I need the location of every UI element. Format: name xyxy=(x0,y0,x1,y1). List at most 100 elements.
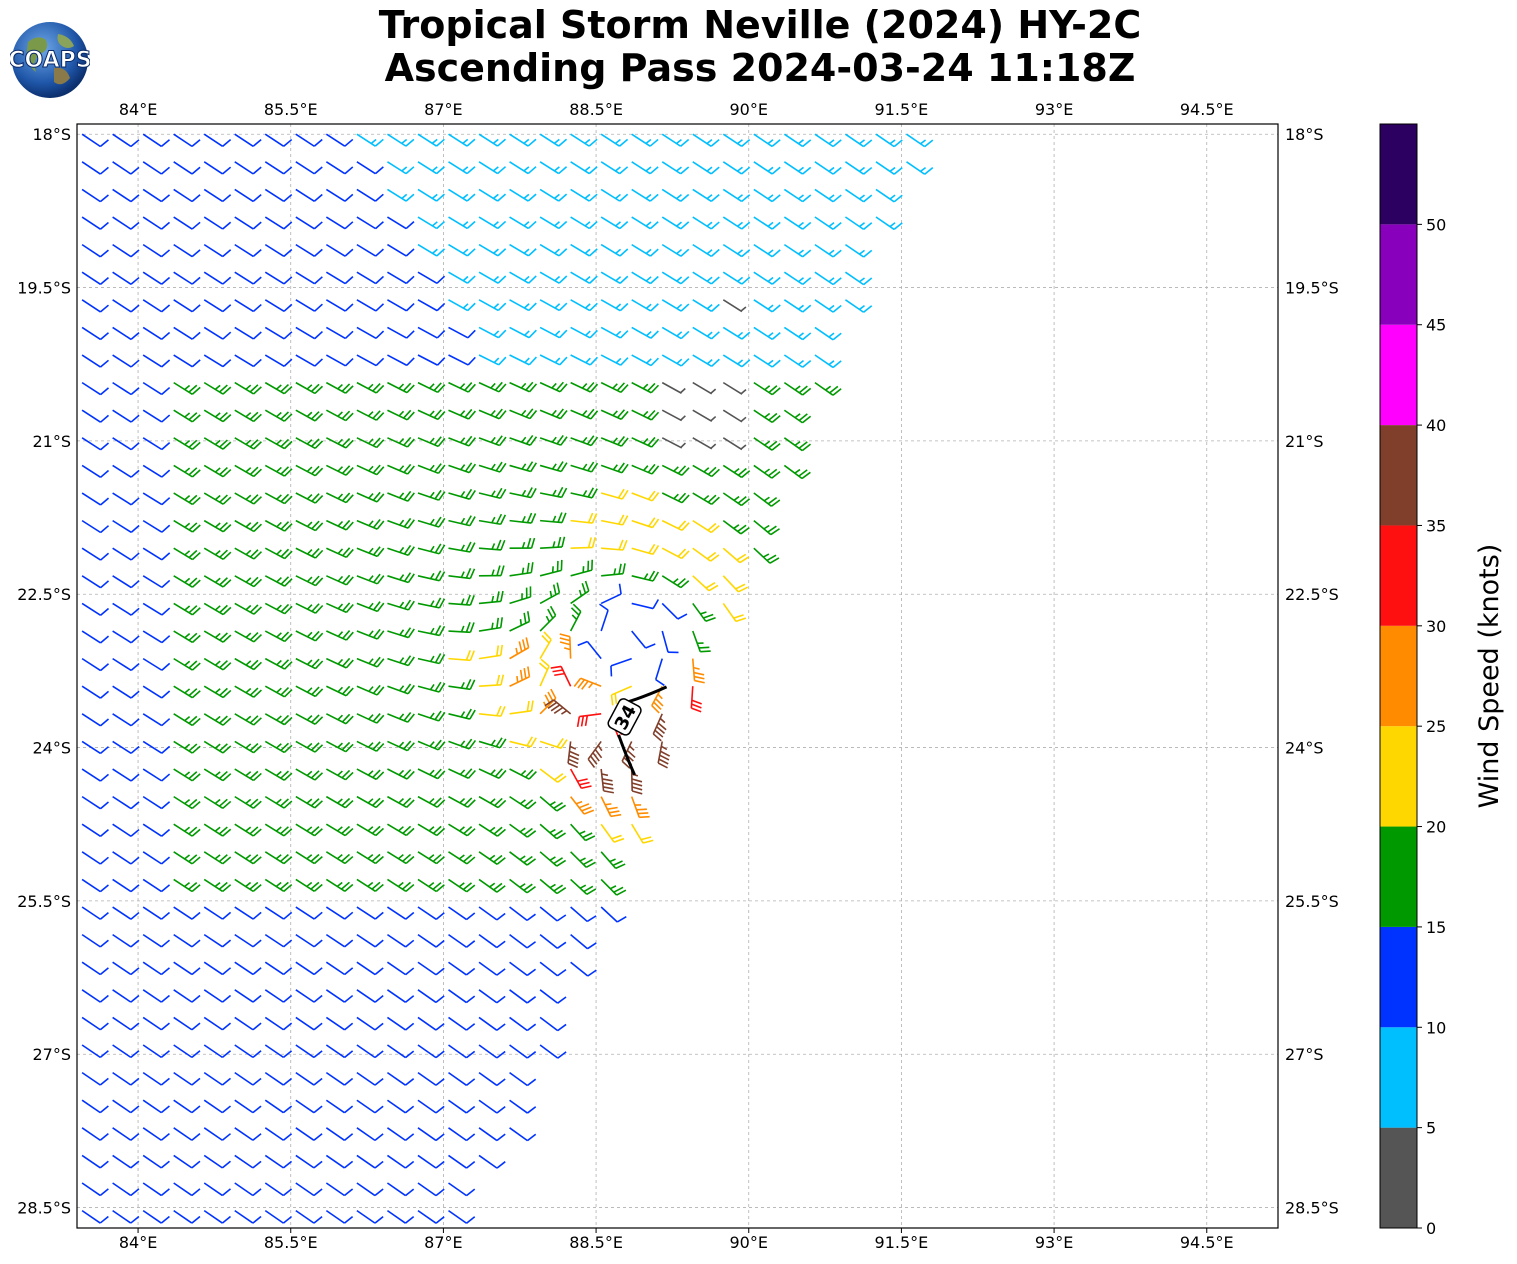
wind-barb-full xyxy=(404,1133,415,1142)
wind-barb-half xyxy=(245,881,252,888)
wind-barb xyxy=(692,409,717,422)
wind-barb-full xyxy=(221,1160,232,1169)
wind-barb-shaft xyxy=(539,933,558,949)
wind-barb-full xyxy=(191,745,201,754)
wind-barb-full xyxy=(469,516,476,527)
wind-barb xyxy=(203,823,232,837)
wind-barb-full xyxy=(252,1133,262,1141)
wind-barb xyxy=(81,768,110,782)
wind-barb-shaft xyxy=(386,933,407,948)
wind-barb-full xyxy=(526,537,532,549)
wind-barb-half xyxy=(401,138,408,145)
wind-barb-full xyxy=(345,494,354,504)
wind-barb-shaft xyxy=(386,1099,406,1114)
wind-barb-full xyxy=(405,967,415,976)
wind-barb-full xyxy=(130,635,140,644)
wind-barb-shaft xyxy=(783,133,804,148)
wind-barb-full xyxy=(342,547,351,557)
wind-barb-half xyxy=(659,717,666,724)
wind-barb-full xyxy=(161,773,171,782)
wind-barb xyxy=(539,461,568,473)
wind-barb-half xyxy=(367,881,374,888)
wind-barb-full xyxy=(280,438,290,448)
wind-barb xyxy=(81,271,109,286)
wind-barb-half xyxy=(889,166,896,173)
wind-barb-full xyxy=(191,634,201,643)
wind-barb xyxy=(417,161,445,175)
wind-barb-full xyxy=(435,1133,445,1142)
wind-barb xyxy=(173,1127,201,1141)
wind-barb-shaft xyxy=(448,216,468,230)
wind-barb-full xyxy=(253,523,263,532)
wind-barb-half xyxy=(549,590,553,598)
wind-barb-shaft xyxy=(81,519,102,534)
colorbar-tick-label: 5 xyxy=(1426,1119,1436,1138)
wind-barb-full xyxy=(253,386,262,395)
wind-barb-shaft xyxy=(448,299,469,312)
wind-barb-full xyxy=(615,863,626,870)
wind-barb xyxy=(509,586,532,605)
wind-barb-shaft xyxy=(142,519,163,533)
wind-barb-full xyxy=(376,493,385,503)
wind-barb-half xyxy=(184,605,191,611)
wind-barb xyxy=(386,1044,415,1059)
wind-barb-shaft xyxy=(264,243,285,258)
wind-barb-shaft xyxy=(600,216,621,230)
wind-barb-full xyxy=(191,662,201,671)
wind-barb xyxy=(417,681,446,693)
wind-barb-shaft xyxy=(112,492,132,506)
wind-barb-shaft xyxy=(112,961,132,976)
wind-barb-shaft xyxy=(112,1154,132,1169)
wind-barb-full xyxy=(639,815,650,819)
wind-barb-full xyxy=(252,1077,262,1086)
wind-barb-full xyxy=(406,411,415,421)
wind-barb-shaft xyxy=(356,1099,376,1114)
wind-barb xyxy=(448,133,476,147)
wind-barb xyxy=(81,685,110,699)
wind-barb-full xyxy=(557,775,567,783)
wind-barb xyxy=(539,161,568,175)
wind-barb-half xyxy=(520,409,527,416)
wind-barb-full xyxy=(499,462,507,473)
wind-barb-full xyxy=(403,409,412,419)
wind-barb-full xyxy=(530,462,538,472)
wind-barb-half xyxy=(337,520,344,527)
wind-barb-full xyxy=(527,166,537,175)
wind-barb-full xyxy=(469,542,476,553)
wind-barb xyxy=(356,354,385,367)
wind-barb xyxy=(295,1209,323,1224)
wind-barb-full xyxy=(161,442,171,451)
wind-barb xyxy=(652,713,667,742)
wind-barb-half xyxy=(429,712,435,719)
wind-barb-full xyxy=(651,518,660,529)
wind-barb-shaft xyxy=(325,326,346,340)
wind-barb-half xyxy=(429,572,435,580)
wind-barb xyxy=(509,562,534,577)
lat-tick-label-right: 25.5°S xyxy=(1285,892,1339,911)
wind-barb-shaft xyxy=(234,1209,254,1224)
wind-barb-half xyxy=(184,467,191,473)
wind-barb-half xyxy=(889,139,896,145)
wind-barb-full xyxy=(558,329,568,339)
wind-barb xyxy=(448,933,476,948)
wind-barb-shaft xyxy=(81,1154,101,1169)
wind-barb xyxy=(81,795,109,810)
wind-barb-shaft xyxy=(661,326,682,340)
wind-barb-full xyxy=(589,302,598,312)
wind-barb xyxy=(509,299,537,312)
wind-barb-full xyxy=(607,806,618,810)
wind-barb xyxy=(753,161,781,175)
wind-barb-full xyxy=(496,539,502,550)
wind-barb xyxy=(264,133,293,147)
wind-barb-full xyxy=(130,967,140,976)
wind-barb xyxy=(142,133,171,148)
wind-barb-full xyxy=(735,617,747,623)
wind-barb-full xyxy=(530,513,537,524)
wind-barb-full xyxy=(130,442,140,451)
wind-barb-half xyxy=(491,595,495,603)
wind-barb xyxy=(234,961,262,976)
wind-barb-full xyxy=(280,826,289,835)
wind-barb-half xyxy=(575,800,583,805)
wind-barb-half xyxy=(214,771,221,777)
wind-barb-half xyxy=(646,358,652,364)
